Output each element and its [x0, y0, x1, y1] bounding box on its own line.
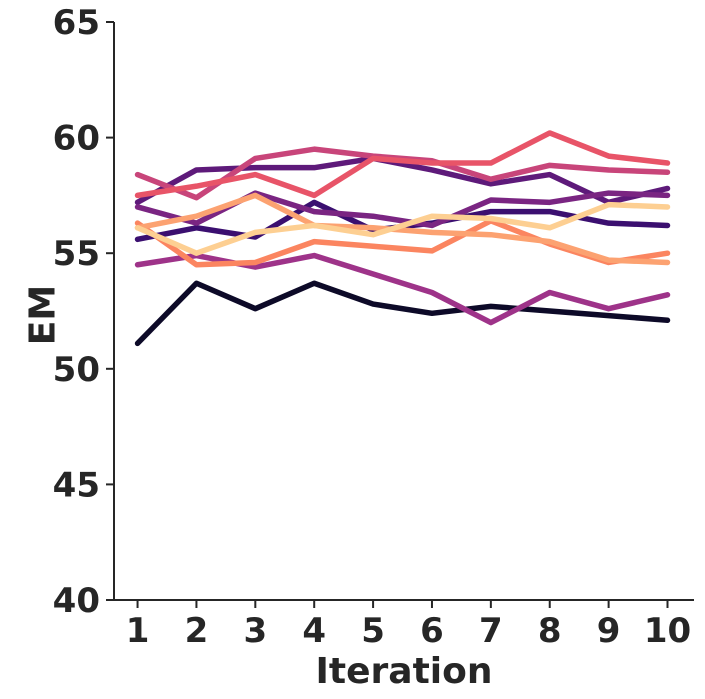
x-tick-label: 9 [597, 611, 621, 651]
x-axis-title: Iteration [316, 651, 493, 692]
series-line-10 [134, 201, 671, 256]
series-line-1 [134, 280, 671, 347]
x-tick-label: 1 [126, 611, 150, 651]
series-layer [134, 130, 671, 347]
y-tick-label: 65 [53, 3, 100, 43]
y-tick-label: 60 [53, 119, 100, 159]
y-tick-label: 40 [53, 581, 100, 621]
axes-layer [113, 22, 694, 601]
x-tick-label: 3 [243, 611, 267, 651]
x-tick-label: 5 [361, 611, 385, 651]
y-tick-label: 55 [53, 234, 100, 274]
series-line-7 [134, 130, 671, 199]
x-tick-label: 2 [185, 611, 209, 651]
y-tick-label: 50 [53, 350, 100, 390]
series-line-3 [134, 155, 671, 206]
x-tick-label: 7 [479, 611, 503, 651]
y-tick-label: 45 [53, 465, 100, 505]
x-tick-label: 8 [538, 611, 562, 651]
x-tick-label: 10 [644, 611, 691, 651]
x-tick-label: 6 [420, 611, 444, 651]
x-tick-label: 4 [302, 611, 326, 651]
y-axis-title: EM [23, 285, 64, 345]
series-line-9 [134, 192, 671, 266]
